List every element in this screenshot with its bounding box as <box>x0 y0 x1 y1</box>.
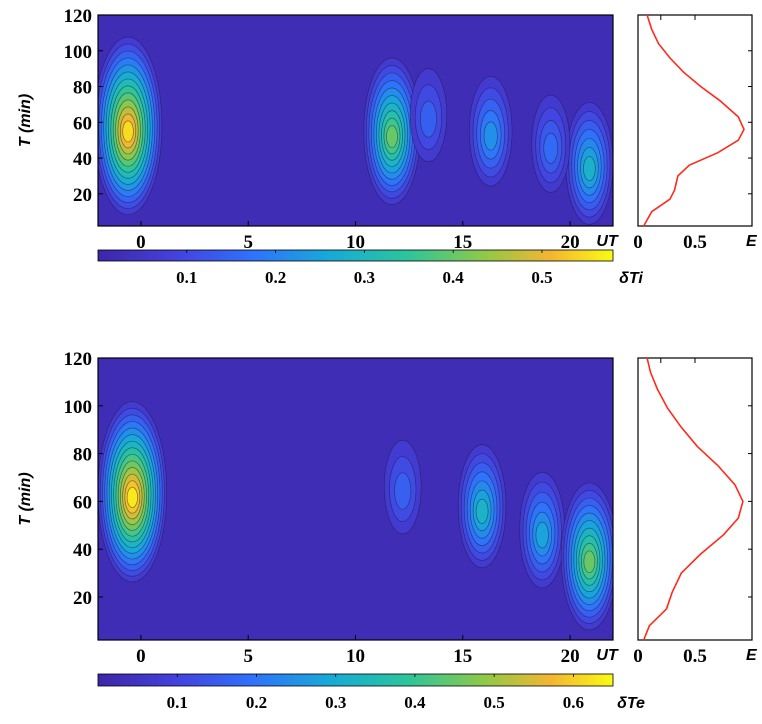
plot-background <box>98 15 613 226</box>
colorbar-tick-label: 0.2 <box>265 268 286 287</box>
profile-x-tick-label: 0 <box>633 232 643 253</box>
profile-x-tick-label: 0 <box>633 646 643 667</box>
profile-frame <box>637 357 753 641</box>
y-axis-label: T (min) <box>17 472 34 525</box>
hotspot-5 <box>383 439 422 535</box>
x-tick-label: 20 <box>561 232 580 253</box>
x-tick-label: 20 <box>561 646 580 667</box>
colorbar-tick-label: 0.5 <box>484 693 505 712</box>
x-tick-label: 0 <box>136 232 146 253</box>
hotspot-1 <box>98 36 163 216</box>
y-tick-label: 40 <box>73 149 92 170</box>
y-tick-label: 120 <box>64 349 93 370</box>
x-unit-label: UT <box>596 233 619 250</box>
x-tick-label: 15 <box>453 646 472 667</box>
hotspot-2 <box>457 444 507 569</box>
y-tick-label: 20 <box>73 588 92 609</box>
y-tick-label: 100 <box>64 397 93 418</box>
colorbar-tick-label: 0.3 <box>354 268 375 287</box>
x-tick-label: 15 <box>453 232 472 253</box>
colorbar-tick-label: 0.1 <box>176 268 197 287</box>
x-tick-label: 0 <box>136 646 146 667</box>
colorbar-tick-label: 0.3 <box>325 693 346 712</box>
hotspot-3 <box>519 471 566 589</box>
hotspot-4 <box>565 102 613 225</box>
colorbar-label: δTi <box>619 270 643 287</box>
y-tick-label: 60 <box>73 492 92 513</box>
hotspot-2 <box>363 57 421 205</box>
hotspot-5 <box>531 94 571 193</box>
spectrum-panel-top: 0 0.5 E <box>633 14 758 253</box>
y-tick-label: 100 <box>64 42 93 63</box>
colorbar-tick-label: 0.5 <box>531 268 552 287</box>
y-tick-label: 40 <box>73 540 92 561</box>
colorbar-tick-label: 0.4 <box>404 693 426 712</box>
x-tick-label: 10 <box>346 646 365 667</box>
hotspot-1 <box>98 401 167 583</box>
profile-x-tick-label: 0.5 <box>683 646 707 667</box>
x-tick-label: 5 <box>243 232 253 253</box>
x-tick-label: 5 <box>243 646 253 667</box>
profile-x-tick-label: 0.5 <box>683 232 707 253</box>
colorbar-tick-label: 0.4 <box>443 268 465 287</box>
colorbar <box>97 673 614 687</box>
spectrum-line <box>642 357 744 641</box>
profile-x-label: E <box>746 647 758 664</box>
y-tick-label: 80 <box>73 445 92 466</box>
hotspot-4 <box>560 482 613 631</box>
colorbar-tick-label: 0.2 <box>246 693 267 712</box>
colorbar-tick-label: 0.1 <box>167 693 188 712</box>
contour-panel-electron-temperature: 20 40 60 80 100 120 0 5 10 15 20 UT T (min) 0.1 0.2 0.3… <box>17 349 645 712</box>
profile-frame <box>637 14 753 227</box>
colorbar <box>97 249 614 262</box>
profile-x-label: E <box>746 233 758 250</box>
y-tick-label: 80 <box>73 78 92 99</box>
spectrum-panel-bottom: 0 0.5 E <box>633 357 758 667</box>
colorbar-tick-label: 0.6 <box>563 693 584 712</box>
y-tick-label: 120 <box>64 6 93 27</box>
contour-panel-ion-temperature: 20 40 60 80 100 120 0 5 10 15 20 UT T (min) 0.1 0.2 0.3… <box>17 6 643 287</box>
x-tick-label: 10 <box>346 232 365 253</box>
hotspot-6 <box>409 68 448 162</box>
x-unit-label: UT <box>596 647 619 664</box>
y-axis-label: T (min) <box>17 94 34 147</box>
y-tick-label: 20 <box>73 185 92 206</box>
y-tick-label: 60 <box>73 113 92 134</box>
hotspot-3 <box>468 76 513 187</box>
colorbar-label: δTe <box>617 695 645 712</box>
spectrum-line <box>643 14 745 227</box>
